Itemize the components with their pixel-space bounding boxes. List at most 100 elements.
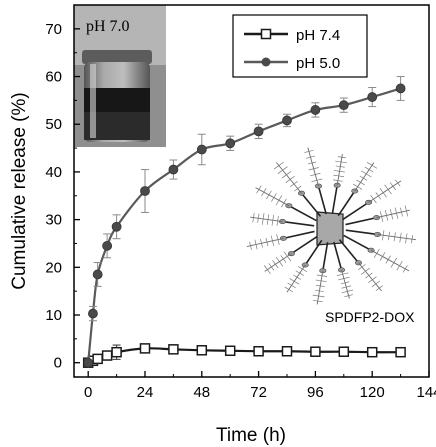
structure-branch bbox=[399, 261, 403, 266]
structure-branch bbox=[319, 290, 324, 292]
structure-chain bbox=[307, 147, 319, 187]
data-point bbox=[92, 353, 103, 365]
structure-branch bbox=[390, 262, 395, 268]
structure-branch bbox=[291, 285, 296, 289]
legend-label-ph74: pH 7.4 bbox=[296, 27, 340, 44]
structure-branch bbox=[368, 169, 374, 173]
structure-branch bbox=[279, 261, 284, 267]
structure-arm bbox=[342, 201, 370, 221]
structure-branch bbox=[290, 183, 295, 187]
structure-chain bbox=[377, 234, 416, 241]
y-tick-label: 70 bbox=[45, 21, 62, 38]
structure-arm bbox=[345, 216, 377, 226]
structure-branch bbox=[405, 238, 407, 244]
structure-branch bbox=[281, 202, 285, 208]
data-point bbox=[253, 126, 264, 137]
structure-branch bbox=[312, 294, 319, 297]
structure-branch bbox=[257, 218, 259, 223]
structure-branch bbox=[270, 235, 273, 241]
structure-branch bbox=[321, 275, 328, 277]
structure-branch bbox=[287, 282, 292, 286]
structure-branch bbox=[267, 214, 270, 220]
structure-branch bbox=[395, 179, 399, 184]
structure-branch bbox=[265, 237, 268, 243]
structure-branch bbox=[371, 165, 378, 169]
structure-branch bbox=[340, 166, 345, 168]
structure-chain bbox=[354, 162, 375, 192]
structure-branch bbox=[272, 240, 275, 247]
data-point bbox=[196, 144, 207, 155]
structure-chain bbox=[275, 162, 302, 194]
structure-branch bbox=[360, 170, 367, 175]
structure-branch bbox=[316, 274, 323, 277]
structure-branch bbox=[364, 166, 370, 170]
structure-branch bbox=[275, 264, 279, 269]
structure-arm bbox=[290, 235, 318, 255]
structure-branch bbox=[263, 188, 267, 193]
legend-marker-ph74 bbox=[260, 28, 272, 40]
structure-branch bbox=[266, 241, 269, 247]
series-line bbox=[87, 347, 401, 364]
structure-branch bbox=[411, 234, 414, 240]
structure-branch bbox=[289, 278, 295, 282]
structure-branch bbox=[304, 151, 310, 153]
structure-chain bbox=[370, 249, 410, 272]
structure-branch bbox=[310, 174, 316, 177]
structure-arm bbox=[288, 204, 317, 222]
structure-branch bbox=[375, 287, 380, 292]
structure-branch bbox=[271, 266, 275, 271]
structure-branch bbox=[368, 279, 373, 284]
structure-branch bbox=[308, 168, 314, 171]
structure-branch bbox=[342, 272, 349, 275]
structure-label: SPDFP2-DOX bbox=[325, 309, 415, 325]
structure-branch bbox=[396, 213, 399, 219]
structure-branch bbox=[254, 239, 257, 245]
structure-branch bbox=[293, 274, 298, 278]
structure-branch bbox=[382, 230, 385, 236]
structure-branch bbox=[266, 194, 270, 200]
data-point bbox=[168, 164, 179, 175]
data-point bbox=[395, 346, 406, 358]
structure-branch bbox=[366, 162, 373, 166]
structure-branch bbox=[337, 156, 342, 158]
data-point bbox=[366, 346, 378, 358]
structure-branch bbox=[273, 165, 280, 170]
data-point bbox=[282, 115, 292, 126]
structure-branch bbox=[371, 283, 377, 288]
y-tick-label: 40 bbox=[45, 164, 62, 181]
structure-branch bbox=[348, 294, 353, 296]
y-tick-label: 10 bbox=[45, 307, 62, 324]
structure-branch bbox=[335, 165, 341, 167]
structure-branch bbox=[272, 214, 274, 221]
structure-branch bbox=[264, 265, 268, 270]
structure-branch bbox=[339, 170, 345, 173]
y-tick-label: 0 bbox=[54, 355, 62, 372]
structure-arm bbox=[282, 220, 315, 227]
structure-branch bbox=[336, 273, 343, 276]
structure-branch bbox=[365, 267, 370, 272]
structure-branch bbox=[268, 190, 272, 196]
structure-branch bbox=[399, 237, 401, 243]
structure-branch bbox=[379, 256, 383, 261]
structure-branch bbox=[344, 281, 350, 284]
structure-arm bbox=[338, 239, 360, 264]
structure-branch bbox=[284, 286, 290, 290]
data-point bbox=[92, 269, 103, 280]
structure-branch bbox=[378, 195, 382, 200]
structure-branch bbox=[394, 232, 396, 237]
structure-branch bbox=[379, 187, 384, 193]
structure-chain bbox=[341, 269, 350, 299]
structure-branch bbox=[406, 210, 409, 217]
structure-branch bbox=[401, 211, 403, 217]
structure-branch bbox=[400, 232, 402, 238]
data-point bbox=[367, 92, 378, 102]
structure-arm bbox=[322, 242, 329, 271]
structure-branch bbox=[391, 214, 394, 220]
structure-arm bbox=[304, 239, 323, 266]
structure-branch bbox=[293, 181, 298, 185]
structure-branch bbox=[363, 177, 368, 181]
structure-branch bbox=[286, 171, 292, 176]
structure-branch bbox=[375, 280, 381, 285]
structure-chain bbox=[286, 264, 306, 293]
y-axis-label: Cumulative release (%) bbox=[9, 92, 30, 289]
